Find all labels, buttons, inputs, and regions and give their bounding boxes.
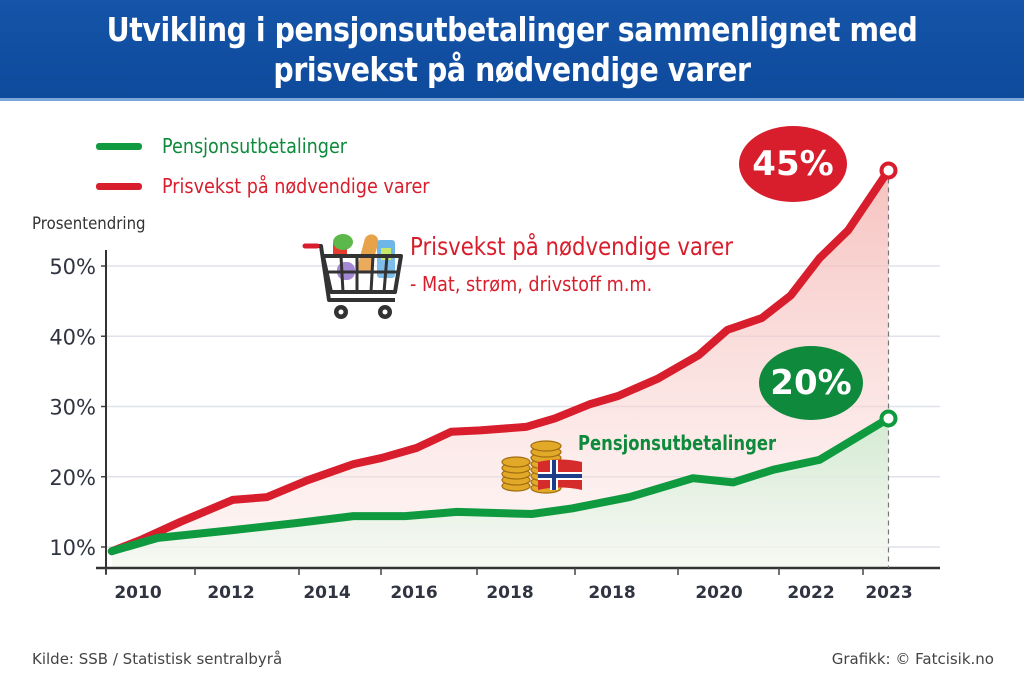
x-tick-label: 2018 <box>588 583 635 603</box>
title-banner: Utvikling i pensjonsutbetalinger sammenl… <box>0 0 1024 101</box>
series-lines <box>107 166 893 556</box>
coins-with-norwegian-flag-icon <box>501 440 582 494</box>
price-annotation-title: Prisvekst på nødvendige varer <box>410 232 733 261</box>
legend-item-price: Prisvekst på nødvendige varer <box>96 166 466 206</box>
y-tick-label: 30% <box>49 396 96 420</box>
legend-item-pension: Pensjonsutbetalinger <box>96 126 466 166</box>
price-end-marker <box>879 161 898 180</box>
x-tick-label: 2012 <box>207 583 254 603</box>
y-tick-label: 50% <box>49 255 96 279</box>
legend: Pensjonsutbetalinger Prisvekst på nødven… <box>96 126 466 206</box>
legend-swatch-pension <box>96 142 142 150</box>
x-tick-label: 2018 <box>486 583 533 603</box>
credit-note: Grafikk: © Fatcisik.no <box>831 650 994 668</box>
x-tick-label: 2020 <box>695 583 742 603</box>
x-tick-label: 2010 <box>114 583 161 603</box>
pension-line <box>107 414 893 556</box>
source-note: Kilde: SSB / Statistisk sentralbyrå <box>32 650 283 668</box>
y-tick-label: 40% <box>49 325 96 349</box>
pension-end-badge: 20% <box>759 346 863 420</box>
price-area <box>111 170 889 568</box>
title-line-1: Utvikling i pensjonsutbetalinger sammenl… <box>106 10 918 49</box>
y-tick-label: 20% <box>49 466 96 490</box>
axes <box>96 250 940 575</box>
pension-area <box>111 418 889 568</box>
price-annotation-subtitle: - Mat, strøm, drivstoff m.m. <box>410 272 653 296</box>
shopping-cart-icon <box>302 234 403 319</box>
price-line <box>107 166 893 556</box>
x-tick-label: 2023 <box>865 583 912 603</box>
x-tick-labels: 2010 2012 2014 2016 2018 2018 2020 2022 2023 <box>114 583 912 603</box>
pension-annotation-title: Pensjonsutbetalinger <box>578 431 777 455</box>
title-line-2: prisvekst på nødvendige varer <box>273 50 751 89</box>
pension-end-marker <box>879 409 898 428</box>
legend-label-price: Prisvekst på nødvendige varer <box>162 174 430 198</box>
series-areas <box>111 170 889 568</box>
legend-label-pension: Pensjonsutbetalinger <box>162 134 348 158</box>
chart-title: Utvikling i pensjonsutbetalinger sammenl… <box>72 10 953 90</box>
x-tick-label: 2022 <box>787 583 834 603</box>
x-tick-label: 2016 <box>390 583 437 603</box>
legend-swatch-price <box>96 182 142 190</box>
y-axis-label: Prosentendring <box>32 214 146 234</box>
x-tick-label: 2014 <box>303 583 350 603</box>
y-tick-label: 10% <box>49 536 96 560</box>
y-tick-labels: 10% 20% 30% 40% 50% <box>49 255 96 560</box>
price-end-badge: 45% <box>739 126 847 202</box>
